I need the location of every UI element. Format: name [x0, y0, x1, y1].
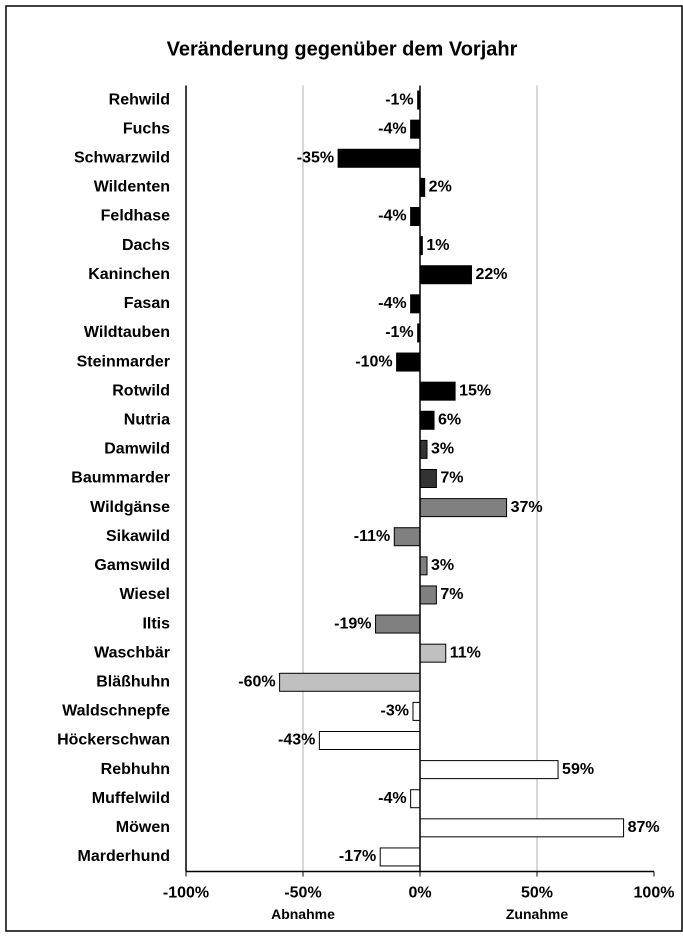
- value-label: 1%: [426, 237, 449, 254]
- y-tick-label: Wildtauben: [84, 324, 170, 341]
- x-tick-label: 50%: [521, 885, 553, 902]
- y-tick-label: Feldhase: [101, 208, 170, 225]
- y-tick-label: Bläßhuhn: [96, 673, 170, 690]
- chart-title: Veränderung gegenüber dem Vorjahr: [167, 38, 518, 60]
- bar: [419, 498, 508, 518]
- x-axis-annotation: Zunahme: [506, 906, 568, 922]
- bar: [419, 265, 472, 285]
- y-tick-label: Fuchs: [123, 120, 170, 137]
- y-tick-label: Gamswild: [94, 557, 170, 574]
- bar: [410, 207, 421, 226]
- bar: [419, 556, 428, 576]
- value-label: 59%: [562, 761, 594, 778]
- value-label: -60%: [238, 673, 275, 690]
- y-tick-label: Nutria: [124, 411, 170, 428]
- y-tick-label: Rehwild: [109, 91, 170, 108]
- y-tick-label: Wildgänse: [90, 499, 170, 516]
- y-tick-label: Rotwild: [112, 382, 170, 399]
- value-label: 11%: [450, 644, 481, 661]
- y-tick-label: Möwen: [116, 819, 170, 836]
- value-label: -1%: [385, 91, 413, 108]
- value-label: -10%: [355, 353, 392, 370]
- y-tick-label: Waldschnepfe: [62, 703, 170, 720]
- bar: [318, 731, 421, 750]
- bar: [419, 469, 437, 488]
- bar: [410, 119, 421, 139]
- value-label: -17%: [339, 848, 376, 865]
- value-label: 87%: [628, 819, 660, 836]
- bar: [396, 352, 421, 372]
- x-tick-label: 100%: [634, 885, 675, 902]
- x-tick-label: -50%: [284, 885, 321, 902]
- value-label: -4%: [378, 208, 406, 225]
- y-tick-label: Kaninchen: [88, 266, 170, 283]
- value-label: -43%: [278, 732, 315, 749]
- x-tick-label: 0%: [408, 885, 431, 902]
- y-tick-label: Iltis: [142, 615, 170, 632]
- y-tick-label: Muffelwild: [92, 790, 170, 807]
- value-label: 3%: [431, 557, 454, 574]
- y-tick-label: Rebhuhn: [101, 761, 170, 778]
- y-tick-label: Baummarder: [71, 470, 170, 487]
- x-axis-annotation: Abnahme: [271, 906, 335, 922]
- bar: [379, 847, 421, 867]
- value-label: -19%: [334, 615, 371, 632]
- bar: [375, 614, 421, 634]
- y-tick-label: Höckerschwan: [57, 732, 170, 749]
- y-tick-label: Dachs: [122, 237, 170, 254]
- value-label: -11%: [354, 528, 390, 545]
- y-tick-label: Steinmarder: [77, 353, 170, 370]
- value-label: -4%: [378, 120, 406, 137]
- y-tick-label: Waschbär: [94, 644, 170, 661]
- y-tick-label: Marderhund: [78, 848, 170, 865]
- value-label: 3%: [431, 441, 454, 458]
- value-label: -3%: [381, 703, 409, 720]
- y-tick-label: Sikawild: [106, 528, 170, 545]
- bar: [419, 381, 456, 401]
- bar: [279, 672, 421, 692]
- value-label: -35%: [297, 149, 334, 166]
- bar: [419, 410, 435, 430]
- bar: [419, 818, 625, 838]
- bar: [410, 789, 421, 809]
- value-label: 15%: [459, 382, 491, 399]
- bar: [393, 527, 421, 547]
- x-tick-label: -100%: [163, 885, 209, 902]
- value-label: -4%: [378, 790, 406, 807]
- bar: [410, 294, 421, 314]
- value-label: -4%: [378, 295, 406, 312]
- value-label: 6%: [438, 411, 461, 428]
- y-tick-label: Wiesel: [119, 586, 170, 603]
- value-label: 7%: [440, 586, 463, 603]
- y-tick-label: Damwild: [104, 441, 170, 458]
- bar: [419, 439, 428, 459]
- y-tick-label: Fasan: [124, 295, 170, 312]
- bar: [412, 701, 421, 721]
- value-label: 22%: [475, 266, 507, 283]
- value-label: 7%: [440, 470, 463, 487]
- bar: [337, 148, 421, 168]
- value-label: 37%: [511, 499, 543, 516]
- value-label: -1%: [385, 324, 413, 341]
- bar: [419, 643, 447, 663]
- y-tick-label: Schwarzwild: [74, 149, 170, 166]
- y-tick-label: Wildenten: [94, 179, 170, 196]
- bar: [419, 760, 559, 780]
- value-label: 2%: [429, 179, 452, 196]
- bar: [419, 585, 437, 605]
